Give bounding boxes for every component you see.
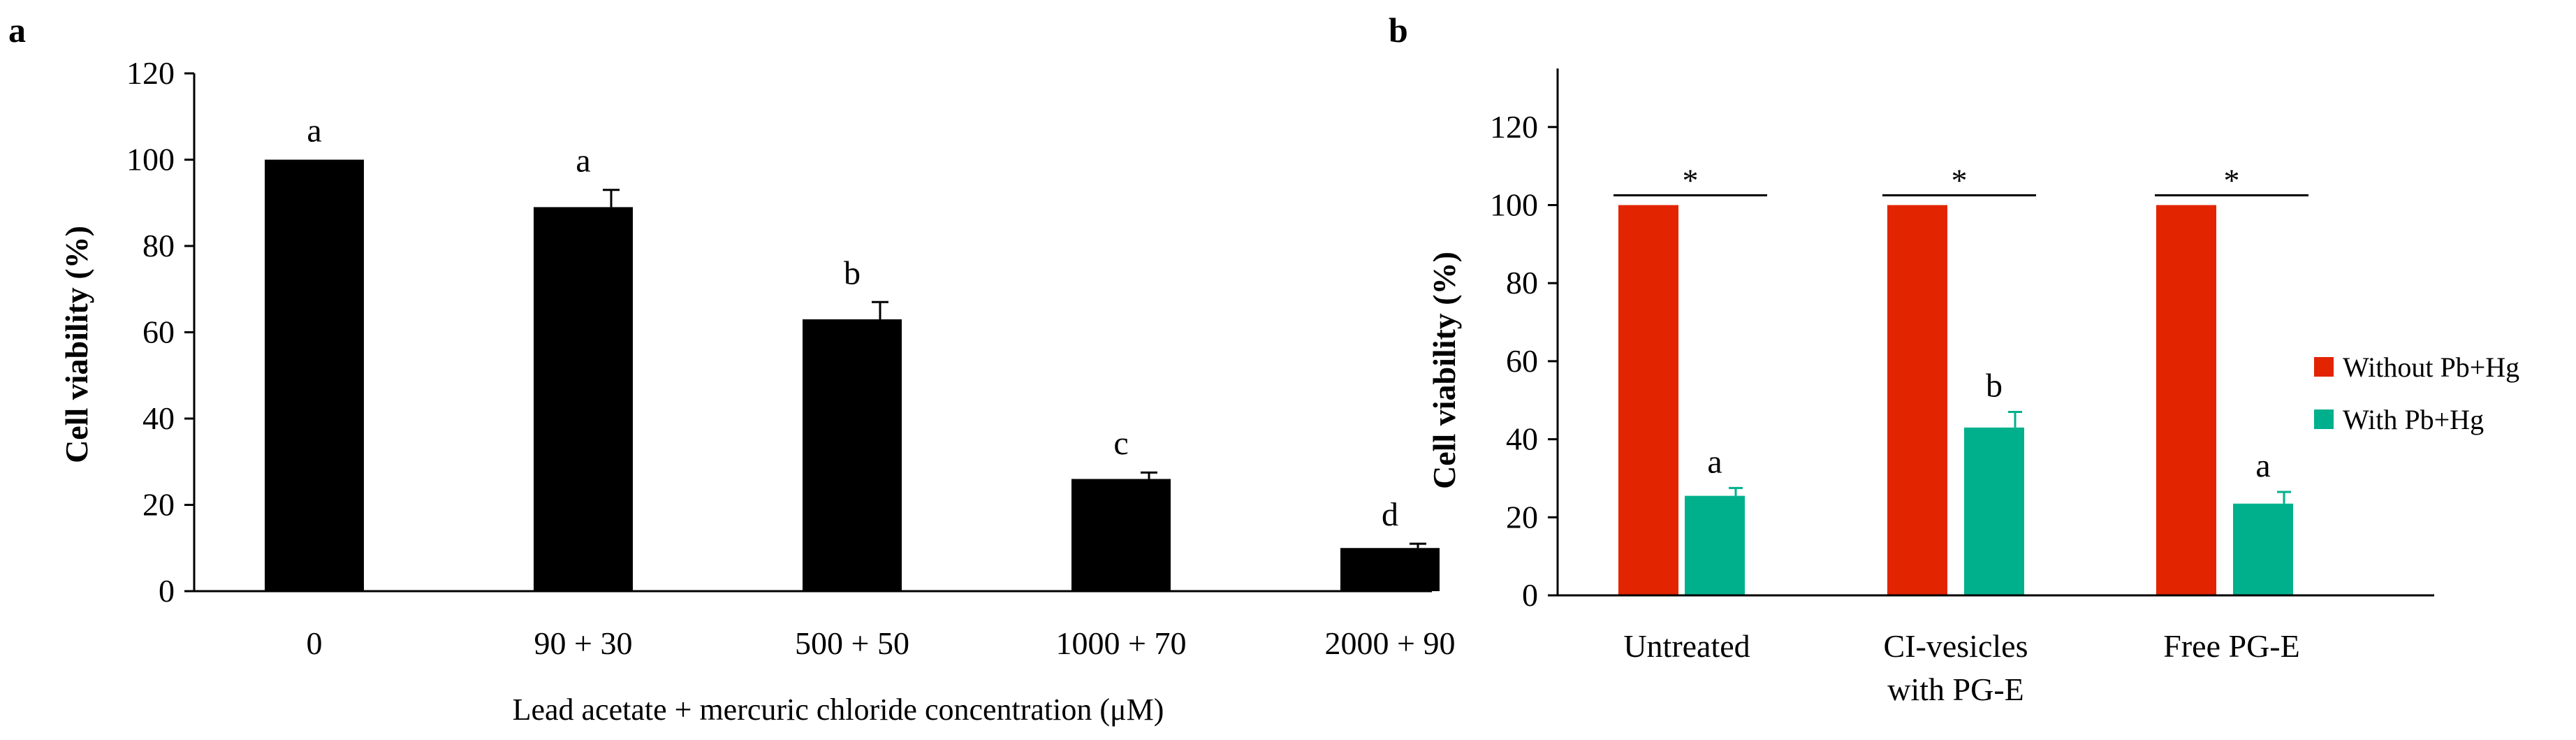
panel-b-ytick-label: 40 — [1506, 421, 1538, 457]
panel-b-legend: Without Pb+Hg With Pb+Hg — [2314, 351, 2519, 435]
panel-a: a Cell viability (%) 0 20 40 60 80 100 120 a a b… — [8, 10, 1455, 727]
panel-a-significance-letter: c — [1113, 425, 1128, 462]
panel-b-xtick-label: Untreated — [1623, 628, 1750, 664]
panel-b: b Cell viability (%) 0 20 40 60 80 100 120 a * b… — [1389, 10, 2519, 707]
panel-a-ytick-label: 80 — [142, 228, 175, 263]
panel-b-bar-with — [1964, 427, 2024, 595]
panel-b-significance-star: * — [1952, 163, 1968, 198]
panel-b-ytick-label: 60 — [1506, 343, 1538, 379]
panel-b-legend-swatch — [2314, 409, 2334, 429]
panel-b-bar-without — [1618, 205, 1678, 596]
panel-a-xtick-label: 2000 + 90 — [1325, 625, 1456, 661]
panel-b-label: b — [1389, 10, 1408, 50]
panel-b-significance-letter: a — [1707, 443, 1722, 480]
panel-b-bar-with — [2233, 503, 2293, 595]
panel-b-xtick-label: with PG-E — [1887, 672, 2024, 707]
panel-a-bar — [534, 207, 633, 591]
panel-b-ytick-label: 120 — [1490, 109, 1538, 145]
panel-b-ytick-label: 100 — [1490, 187, 1538, 222]
panel-a-bar — [1071, 479, 1171, 591]
panel-b-bars: a * b * a * — [1613, 163, 2308, 596]
panel-a-y-axis: 0 20 40 60 80 100 120 — [126, 55, 196, 609]
panel-a-significance-letter: a — [307, 113, 321, 150]
panel-a-ytick-label: 0 — [159, 573, 175, 609]
panel-a-significance-letter: a — [576, 143, 590, 180]
panel-a-ytick-label: 120 — [126, 55, 175, 91]
panel-b-ytick-label: 0 — [1522, 577, 1538, 613]
panel-a-bar — [803, 319, 902, 591]
panel-a-xtick-label: 500 + 50 — [795, 625, 909, 661]
panel-b-bar-without — [1887, 205, 1947, 596]
panel-b-ytick-label: 20 — [1506, 499, 1538, 535]
panel-a-xlabel: Lead acetate + mercuric chloride concent… — [513, 692, 1164, 727]
panel-b-legend-label: Without Pb+Hg — [2343, 351, 2519, 383]
panel-a-xtick-label: 90 + 30 — [534, 625, 633, 661]
panel-b-legend-swatch — [2314, 357, 2334, 377]
panel-b-xtick-label: Free PG-E — [2163, 628, 2299, 664]
panel-b-x-axis: Untreated CI-vesicles with PG-E Free PG-E — [1558, 594, 2434, 707]
panel-a-bar — [1340, 548, 1440, 591]
panel-a-ytick-label: 40 — [142, 400, 175, 436]
panel-a-significance-letter: b — [844, 254, 861, 291]
panel-b-y-axis: 0 20 40 60 80 100 120 — [1490, 68, 1559, 613]
panel-b-xtick-label: CI-vesicles — [1884, 628, 2028, 664]
panel-a-ytick-label: 60 — [142, 314, 175, 350]
panel-a-xtick-label: 0 — [307, 625, 323, 661]
panel-b-ytick-label: 80 — [1506, 265, 1538, 300]
panel-b-ylabel: Cell viability (%) — [1426, 252, 1462, 489]
panel-a-ytick-label: 100 — [126, 142, 175, 177]
panel-b-significance-star: * — [2224, 163, 2240, 198]
panel-a-ytick-label: 20 — [142, 487, 175, 523]
panel-a-bar — [265, 159, 364, 591]
panel-b-legend-label: With Pb+Hg — [2343, 404, 2484, 435]
panel-a-bars: a a b c d — [265, 113, 1440, 591]
panel-a-significance-letter: d — [1382, 496, 1398, 533]
panel-a-label: a — [8, 10, 26, 50]
panel-a-x-axis: 0 90 + 30 500 + 50 1000 + 70 2000 + 90 — [194, 590, 1456, 661]
panel-a-xtick-label: 1000 + 70 — [1056, 625, 1187, 661]
panel-b-bar-without — [2156, 205, 2216, 596]
panel-b-bar-with — [1685, 495, 1745, 595]
panel-b-significance-letter: a — [2255, 447, 2270, 484]
panel-a-ylabel: Cell viability (%) — [59, 226, 94, 463]
panel-b-significance-star: * — [1683, 163, 1699, 198]
panel-b-significance-letter: b — [1986, 367, 2003, 404]
